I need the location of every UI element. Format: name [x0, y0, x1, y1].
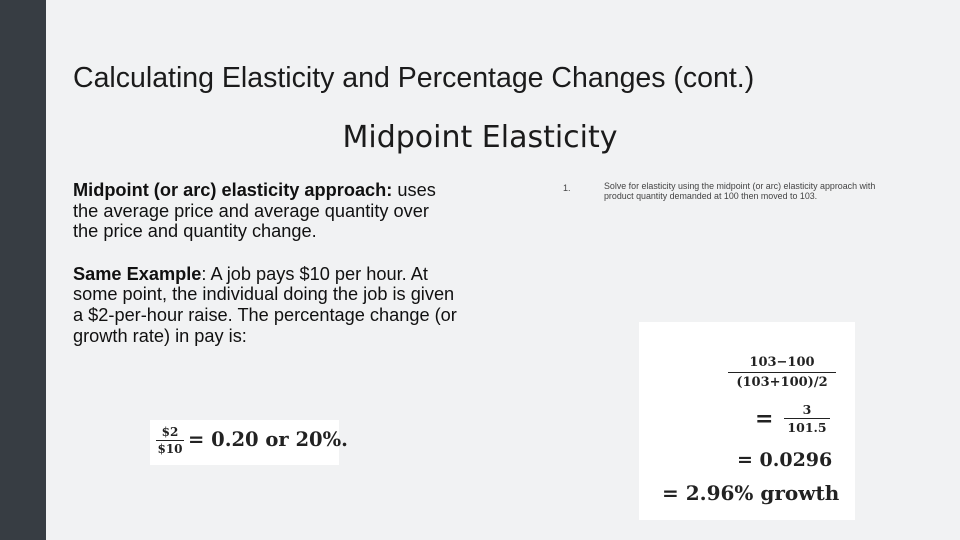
step-instruction: Solve for elasticity using the midpoint … [604, 181, 876, 201]
step-number: 1. [563, 183, 571, 193]
raise-denominator: $10 [157, 442, 183, 456]
raise-result: = 0.20 or 20%. [188, 428, 348, 451]
slide-sidebar [0, 0, 46, 540]
slide-title: Calculating Elasticity and Percentage Ch… [73, 62, 755, 94]
simplified-denominator: 101.5 [787, 420, 827, 435]
definition-paragraph: Midpoint (or arc) elasticity approach: u… [73, 180, 458, 242]
slide-subtitle: Midpoint Elasticity [342, 120, 618, 155]
percentage-formula-image: $2 $10 = 0.20 or 20%. [150, 420, 348, 465]
simplified-numerator: 3 [784, 402, 830, 419]
example-text: : A job pays $10 per hour. At some point… [73, 263, 457, 346]
left-text-block: Midpoint (or arc) elasticity approach: u… [73, 180, 458, 346]
percent-result: = 2.96% growth [662, 481, 840, 505]
decimal-result: = 0.0296 [737, 449, 833, 471]
midpoint-calculation-image: 103−100 (103+100)/2 = 3 101.5 = 0.0296 =… [639, 322, 855, 520]
simplified-fraction: 3 101.5 [784, 402, 830, 435]
raise-numerator: $2 [156, 425, 184, 441]
example-paragraph: Same Example: A job pays $10 per hour. A… [73, 264, 458, 346]
raise-fraction: $2 $10 [156, 425, 184, 456]
midpoint-numerator: 103−100 [728, 355, 836, 373]
example-label: Same Example [73, 263, 202, 284]
midpoint-fraction: 103−100 (103+100)/2 [728, 355, 836, 390]
definition-term: Midpoint (or arc) elasticity approach: [73, 180, 393, 200]
equals-sign: = [755, 406, 774, 432]
midpoint-denominator: (103+100)/2 [736, 375, 828, 390]
definition-text: uses the average price and average quant… [73, 180, 436, 242]
